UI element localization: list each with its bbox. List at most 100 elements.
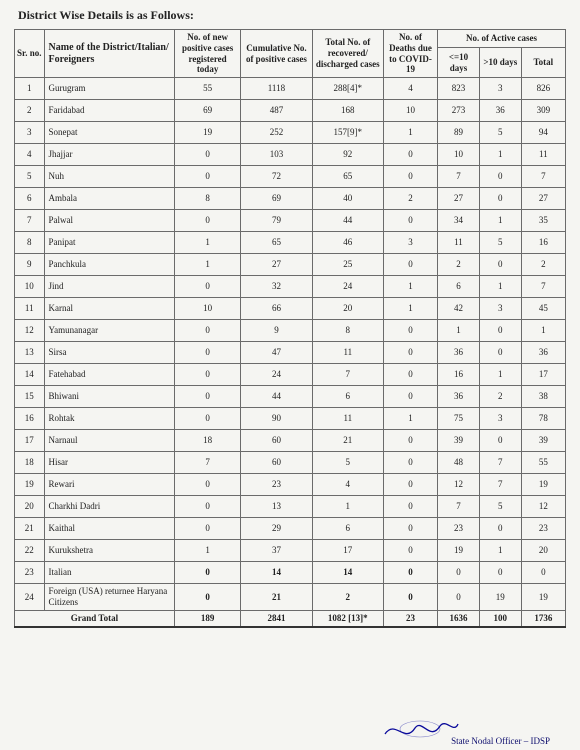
table-cell: Ambala [44,188,174,210]
table-cell: 6 [438,276,480,298]
table-row: 7Palwal07944034135 [15,210,566,232]
grand-total-cell: 189 [174,610,240,626]
table-cell: Narnaul [44,430,174,452]
table-cell: 35 [521,210,565,232]
table-cell: 60 [241,430,312,452]
table-cell: 18 [15,452,45,474]
table-cell: 0 [174,518,240,540]
table-cell: 0 [174,166,240,188]
table-cell: 0 [174,276,240,298]
table-cell: Yamunanagar [44,320,174,342]
table-cell: Panchkula [44,254,174,276]
table-cell: 0 [479,518,521,540]
table-cell: 4 [312,474,383,496]
grand-total-cell: 1736 [521,610,565,626]
table-cell: 0 [383,320,437,342]
table-cell: 0 [479,166,521,188]
table-cell: 5 [312,452,383,474]
table-cell: Fatehabad [44,364,174,386]
table-cell: 21 [312,430,383,452]
table-cell: 7 [174,452,240,474]
table-cell: 20 [521,540,565,562]
table-row: 12Yamunanagar0980101 [15,320,566,342]
table-cell: Charkhi Dadri [44,496,174,518]
table-cell: 21 [241,584,312,611]
table-cell: 94 [521,122,565,144]
table-cell: 17 [312,540,383,562]
table-cell: 45 [521,298,565,320]
table-cell: 19 [521,584,565,611]
table-cell: 5 [479,496,521,518]
table-cell: Italian [44,562,174,584]
table-cell: 0 [479,188,521,210]
table-cell: 5 [15,166,45,188]
table-cell: Kaithal [44,518,174,540]
col-gt10: >10 days [479,47,521,77]
table-cell: 44 [312,210,383,232]
col-le10: <=10 days [438,47,480,77]
table-row: 10Jind032241617 [15,276,566,298]
table-cell: 11 [521,144,565,166]
table-cell: 39 [521,430,565,452]
table-cell: 19 [438,540,480,562]
table-cell: 89 [438,122,480,144]
table-cell: 15 [15,386,45,408]
table-cell: 0 [383,430,437,452]
table-cell: Gurugram [44,78,174,100]
table-cell: 14 [241,562,312,584]
table-cell: 44 [241,386,312,408]
table-cell: 6 [15,188,45,210]
table-cell: 24 [241,364,312,386]
table-cell: 3 [15,122,45,144]
table-body: 1Gurugram551118288[4]*482338262Faridabad… [15,78,566,627]
table-cell: 0 [383,364,437,386]
grand-total-cell: 2841 [241,610,312,626]
table-cell: 1 [521,320,565,342]
table-cell: 32 [241,276,312,298]
table-cell: 42 [438,298,480,320]
table-cell: Karnal [44,298,174,320]
table-row: 5Nuh072650707 [15,166,566,188]
table-cell: 1 [174,254,240,276]
table-cell: 0 [174,364,240,386]
table-cell: 1 [174,232,240,254]
table-cell: 19 [174,122,240,144]
table-cell: 273 [438,100,480,122]
table-cell: 8 [312,320,383,342]
table-row: 15Bhiwani0446036238 [15,386,566,408]
table-cell: 1 [479,144,521,166]
table-cell: 1 [479,540,521,562]
table-cell: 3 [479,408,521,430]
table-cell: 48 [438,452,480,474]
col-cum: Cumulative No. of positive cases [241,30,312,78]
table-row: 6Ambala86940227027 [15,188,566,210]
table-cell: 8 [174,188,240,210]
table-cell: 0 [383,496,437,518]
table-cell: 16 [15,408,45,430]
table-cell: 0 [383,474,437,496]
table-row: 19Rewari0234012719 [15,474,566,496]
table-cell: 12 [15,320,45,342]
table-cell: 19 [15,474,45,496]
table-cell: 17 [521,364,565,386]
table-cell: 157[9]* [312,122,383,144]
table-row: 4Jhajjar010392010111 [15,144,566,166]
col-death: No. of Deaths due to COVID-19 [383,30,437,78]
table-cell: 20 [312,298,383,320]
table-row: 24Foreign (USA) returnee Haryana Citizen… [15,584,566,611]
table-cell: 0 [174,496,240,518]
table-row: 21Kaithal0296023023 [15,518,566,540]
table-cell: 0 [383,210,437,232]
table-cell: 823 [438,78,480,100]
table-cell: 8 [15,232,45,254]
table-cell: 0 [383,254,437,276]
table-cell: 24 [15,584,45,611]
table-cell: 7 [479,452,521,474]
table-row: 22Kurukshetra13717019120 [15,540,566,562]
table-cell: 0 [479,320,521,342]
table-cell: 7 [438,166,480,188]
table-cell: 23 [15,562,45,584]
table-cell: 55 [521,452,565,474]
table-cell: 66 [241,298,312,320]
table-cell: Sonepat [44,122,174,144]
